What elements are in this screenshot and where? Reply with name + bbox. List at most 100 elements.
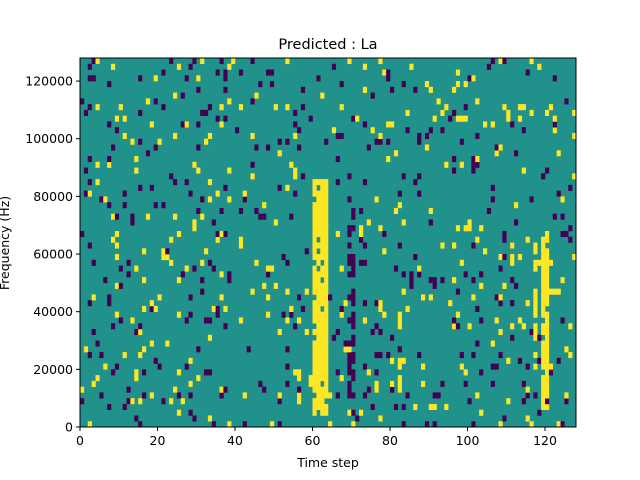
heatmap-cell <box>312 375 317 382</box>
heatmap-cell <box>502 254 507 261</box>
heatmap-cell <box>324 288 329 295</box>
heatmap-cell <box>386 156 391 163</box>
heatmap-cell <box>401 271 406 278</box>
heatmap-cell <box>324 202 329 209</box>
heatmap-cell <box>366 369 371 376</box>
heatmap-cell <box>111 369 116 376</box>
heatmap-cell <box>541 328 546 336</box>
heatmap-cell <box>475 98 480 105</box>
heatmap-cell <box>490 196 495 203</box>
heatmap-cell <box>351 357 356 364</box>
heatmap-cell <box>413 254 418 261</box>
heatmap-cell <box>312 230 317 238</box>
heatmap-cell <box>316 196 321 203</box>
heatmap-cell <box>347 357 352 364</box>
heatmap-cell <box>351 300 356 307</box>
heatmap-cell <box>351 265 356 272</box>
heatmap-cell <box>297 369 302 376</box>
heatmap-cell <box>293 369 298 376</box>
heatmap-cell <box>502 282 507 289</box>
heatmap-cell <box>362 121 368 128</box>
heatmap-cell <box>223 305 228 312</box>
heatmap-cell <box>517 254 523 261</box>
heatmap-cell <box>455 288 461 295</box>
heatmap-cell <box>421 380 426 387</box>
heatmap-cell <box>432 421 437 428</box>
heatmap-cell <box>114 254 120 261</box>
heatmap-cell <box>390 86 395 93</box>
heatmap-cell <box>362 63 368 70</box>
heatmap-cell <box>215 190 220 197</box>
heatmap-cell <box>510 121 515 128</box>
heatmap-cell <box>370 127 375 134</box>
heatmap-cell <box>568 184 573 191</box>
heatmap-cell <box>320 196 325 203</box>
heatmap-cell <box>452 277 457 284</box>
heatmap-cell <box>316 219 321 226</box>
heatmap-cell <box>312 190 317 197</box>
heatmap-cell <box>320 323 325 330</box>
heatmap-cell <box>227 271 232 278</box>
heatmap-cell <box>324 242 329 249</box>
heatmap-cell <box>320 317 325 324</box>
heatmap-cell <box>548 363 554 370</box>
heatmap-cell <box>312 328 317 336</box>
heatmap-cell <box>266 311 271 318</box>
heatmap-cell <box>378 58 383 65</box>
heatmap-cell <box>95 375 100 382</box>
heatmap-cell <box>428 294 433 301</box>
heatmap-cell <box>351 375 356 382</box>
heatmap-cell <box>486 63 492 70</box>
heatmap-cell <box>378 328 383 336</box>
heatmap-cell <box>428 207 433 214</box>
heatmap-cell <box>529 196 534 203</box>
heatmap-cell <box>316 207 321 214</box>
heatmap-cell <box>374 138 379 145</box>
heatmap-cell <box>347 58 352 65</box>
y-tick-label: 0 <box>65 420 73 435</box>
heatmap-cell <box>459 115 464 122</box>
heatmap-cell <box>277 138 282 145</box>
heatmap-cell <box>118 104 123 111</box>
heatmap-cell <box>312 357 317 364</box>
heatmap-cell <box>324 328 329 336</box>
heatmap-cell <box>188 392 193 399</box>
heatmap-cell <box>114 213 120 220</box>
heatmap-cell <box>285 138 290 145</box>
x-axis-label: Time step <box>296 455 359 470</box>
heatmap-cell <box>169 236 174 243</box>
heatmap-cell <box>494 363 499 370</box>
heatmap-cell <box>324 138 329 145</box>
heatmap-cell <box>545 248 550 255</box>
heatmap-cell <box>552 213 557 220</box>
heatmap-cell <box>149 184 154 191</box>
heatmap-cell <box>95 58 100 65</box>
heatmap-cell <box>223 386 228 393</box>
heatmap-cell <box>316 398 321 405</box>
heatmap-cell <box>219 58 224 65</box>
heatmap-cell <box>285 184 290 191</box>
heatmap-cell <box>525 300 530 307</box>
heatmap-cell <box>180 271 185 278</box>
heatmap-cell <box>455 69 461 76</box>
heatmap-cell <box>111 144 116 151</box>
heatmap-cell <box>316 213 321 220</box>
heatmap-cell <box>533 305 538 312</box>
heatmap-cell <box>95 104 100 111</box>
heatmap-cell <box>324 179 329 186</box>
heatmap-cell <box>308 115 313 122</box>
x-tick-label: 80 <box>382 433 398 448</box>
heatmap-cell <box>312 236 317 243</box>
heatmap-cell <box>335 132 340 140</box>
heatmap-cell <box>103 277 108 284</box>
heatmap-cell <box>533 363 538 370</box>
heatmap-cell <box>211 265 216 272</box>
heatmap-cell <box>95 161 100 168</box>
heatmap-cell <box>564 398 569 405</box>
heatmap-cell <box>463 271 468 278</box>
heatmap-cell <box>114 127 120 134</box>
heatmap-cell <box>176 311 182 318</box>
heatmap-cell <box>541 363 546 370</box>
heatmap-cell <box>335 156 340 163</box>
heatmap-cell <box>134 415 139 422</box>
